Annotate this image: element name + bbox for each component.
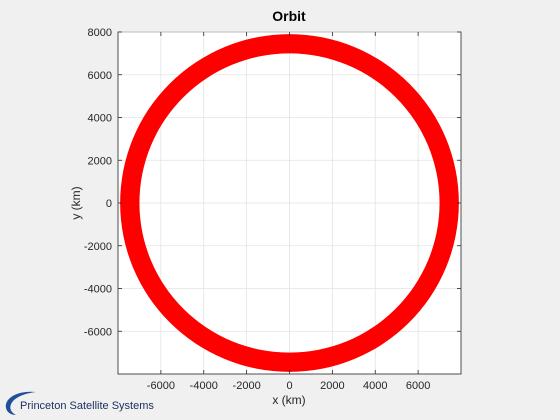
company-logo: Princeton Satellite Systems xyxy=(2,388,172,418)
x-tick-label: 6000 xyxy=(406,380,430,392)
y-tick-label: 0 xyxy=(106,198,112,210)
x-tick-label: -4000 xyxy=(190,380,218,392)
brand-name: Princeton Satellite Systems xyxy=(20,400,154,412)
chart-title: Orbit xyxy=(272,8,306,24)
y-axis-ticks: -6000 -4000 -2000 0 2000 4000 6000 8000 xyxy=(84,27,461,338)
x-tick-label: 4000 xyxy=(363,380,387,392)
x-axis-label: x (km) xyxy=(272,393,305,407)
y-tick-label: 8000 xyxy=(88,27,112,39)
y-tick-label: 6000 xyxy=(88,70,112,82)
x-tick-label: -6000 xyxy=(147,380,175,392)
y-tick-label: 4000 xyxy=(88,113,112,125)
x-tick-label: 0 xyxy=(286,380,292,392)
x-tick-label: -2000 xyxy=(233,380,261,392)
y-tick-label: -4000 xyxy=(84,284,112,296)
y-tick-label: 2000 xyxy=(88,155,112,167)
grid-lines xyxy=(118,31,461,374)
y-tick-label: -6000 xyxy=(84,326,112,338)
y-axis-label: y (km) xyxy=(69,186,83,219)
swoosh-icon xyxy=(5,391,36,415)
x-tick-label: 2000 xyxy=(320,380,344,392)
y-tick-label: -2000 xyxy=(84,241,112,253)
x-axis-ticks: -6000 -4000 -2000 0 2000 4000 6000 xyxy=(147,32,430,392)
